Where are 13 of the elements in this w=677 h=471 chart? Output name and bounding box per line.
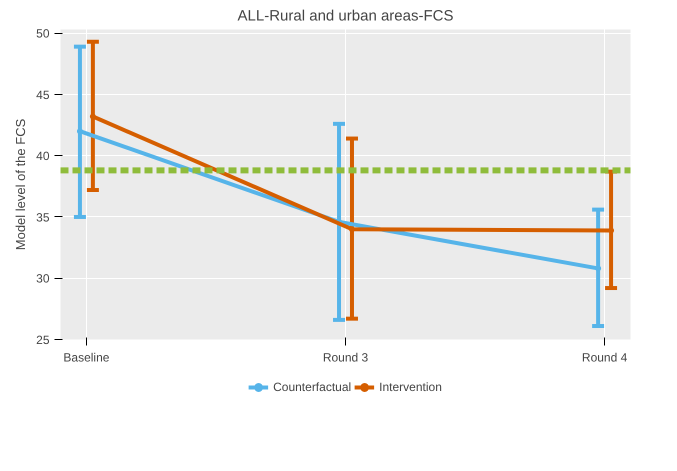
y-tick-label: 25 [36,333,50,347]
y-tick-label: 50 [36,26,50,41]
y-tick-label: 40 [36,149,50,164]
x-tick-label: Round 3 [322,350,369,364]
legend-label: Counterfactual [273,380,352,394]
y-axis-title: Model level of the FCS [13,118,28,250]
y-tick-label: 35 [36,210,50,224]
chart-title: ALL-Rural and urban areas-FCS [238,8,454,24]
x-tick-label: Round 4 [582,350,628,364]
y-tick-label: 45 [36,88,50,102]
legend-label: Intervention [379,380,442,394]
y-tick-label: 30 [36,272,50,286]
x-tick-label: Baseline [63,350,110,364]
